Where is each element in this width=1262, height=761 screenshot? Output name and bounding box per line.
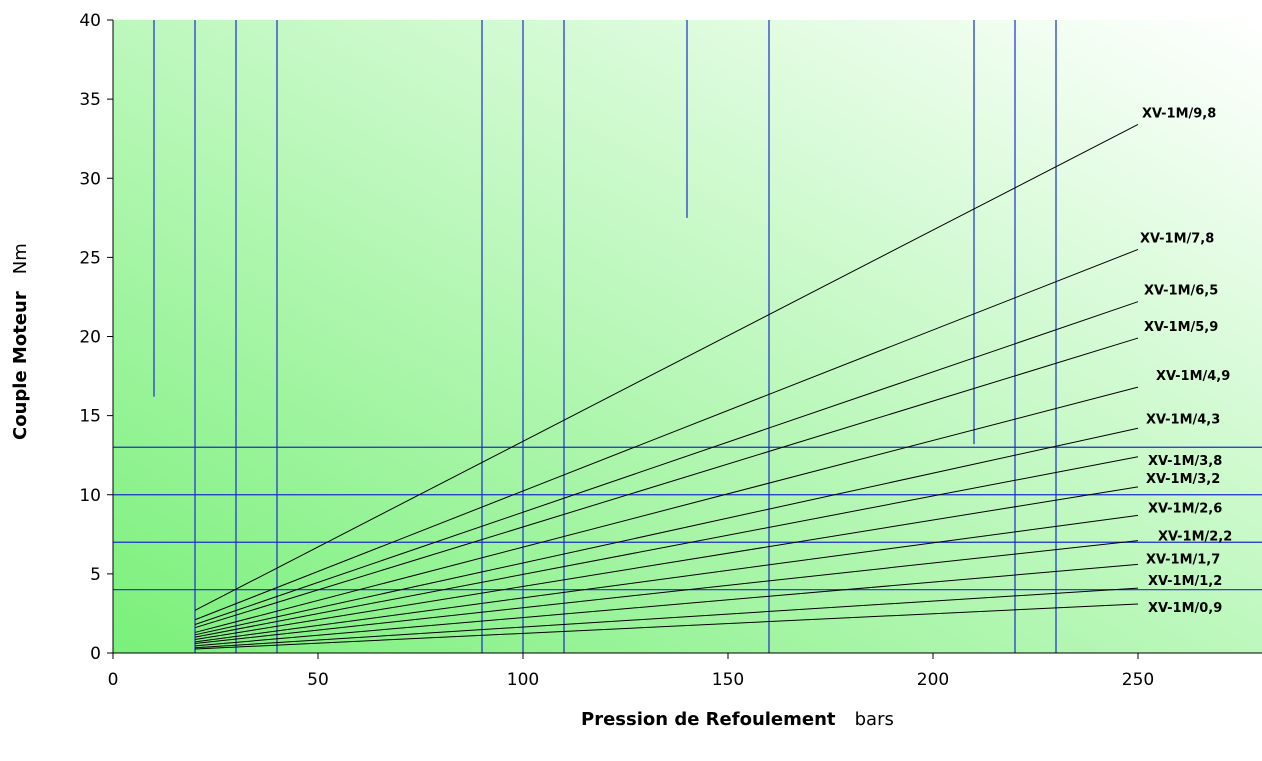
series-line	[194, 514, 1139, 643]
x-tick-label: 50	[307, 670, 329, 690]
x-tick-label: 200	[917, 670, 949, 690]
tick-labels: 0 5 10 15 20 25 30 35 40 0 50 100 150 200 250	[79, 11, 1154, 690]
series-line	[194, 386, 1139, 633]
x-tick-label: 0	[108, 670, 119, 690]
x-axis-unit: bars	[855, 709, 894, 730]
y-tick-label: 30	[79, 169, 101, 189]
y-tick-label: 0	[90, 644, 101, 664]
x-tick-label: 150	[712, 670, 744, 690]
x-axis-label: Pression de Refoulement	[581, 709, 836, 730]
series-line	[194, 603, 1139, 650]
series-label: XV-1M/1,2	[1148, 574, 1222, 589]
series-line	[194, 124, 1139, 611]
series-line	[194, 563, 1139, 647]
series-label: XV-1M/2,2	[1158, 530, 1232, 545]
series-line	[194, 301, 1139, 625]
series-line	[194, 587, 1139, 649]
series-line	[194, 486, 1139, 641]
series-label: XV-1M/4,3	[1146, 412, 1220, 427]
series-label: XV-1M/9,8	[1142, 106, 1216, 121]
x-axis-title: Pression de Refoulement bars	[581, 709, 894, 730]
y-tick-label: 5	[90, 565, 101, 585]
series-label: XV-1M/7,8	[1140, 231, 1214, 246]
y-tick-label: 35	[79, 90, 101, 110]
series-lines	[194, 124, 1139, 650]
series-labels: XV-1M/9,8 XV-1M/7,8 XV-1M/6,5 XV-1M/5,9 XV-1…	[1140, 106, 1232, 615]
series-label: XV-1M/2,6	[1148, 501, 1222, 516]
series-label: XV-1M/3,2	[1146, 472, 1220, 487]
series-line	[194, 337, 1139, 629]
series-label: XV-1M/5,9	[1144, 320, 1218, 335]
y-tick-label: 10	[79, 486, 101, 506]
series-label: XV-1M/4,9	[1156, 369, 1230, 384]
y-axis-unit: Nm	[10, 243, 31, 274]
y-axis-label: Couple Moteur	[10, 291, 31, 440]
series-line	[194, 427, 1139, 636]
series-line	[194, 456, 1139, 638]
series-label: XV-1M/0,9	[1148, 601, 1222, 616]
y-tick-label: 15	[79, 407, 101, 427]
series-line	[194, 248, 1139, 621]
y-tick-label: 40	[79, 11, 101, 31]
y-tick-label: 20	[79, 328, 101, 348]
reference-lines	[113, 20, 1262, 653]
series-label: XV-1M/1,7	[1146, 552, 1220, 567]
x-tick-label: 250	[1122, 670, 1154, 690]
y-tick-label: 25	[79, 248, 101, 268]
axes	[107, 19, 1262, 659]
y-axis-title: Couple Moteur Nm	[10, 243, 31, 440]
series-label: XV-1M/6,5	[1144, 284, 1218, 299]
x-tick-label: 100	[507, 670, 539, 690]
series-label: XV-1M/3,8	[1148, 454, 1222, 469]
series-line	[194, 540, 1139, 645]
